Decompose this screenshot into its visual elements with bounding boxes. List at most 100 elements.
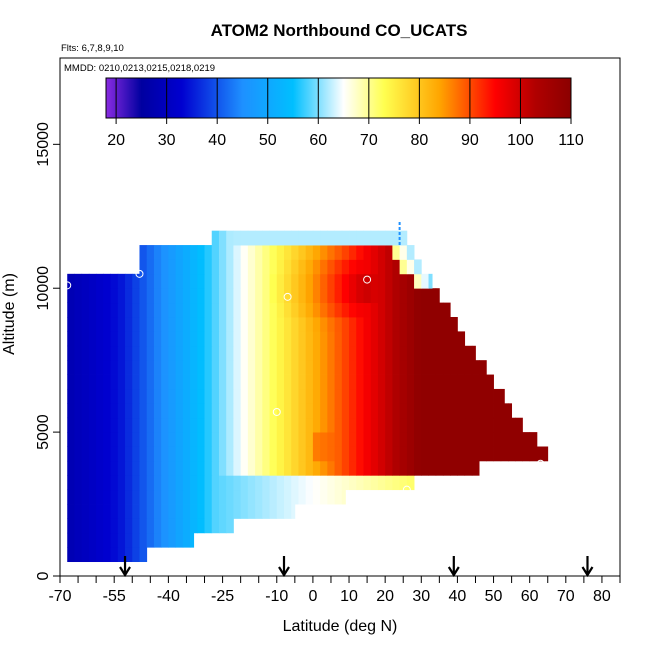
- heatmap-cell: [125, 403, 133, 419]
- heatmap-cell: [218, 245, 227, 260]
- heatmap-cell: [211, 302, 220, 318]
- heatmap-cell: [153, 288, 162, 304]
- heatmap-cell: [284, 374, 292, 390]
- heatmap-cell: [132, 331, 140, 347]
- heatmap-cell: [211, 345, 220, 361]
- colorbar-tick-label: 60: [309, 132, 327, 149]
- heatmap-cell: [117, 360, 126, 375]
- heatmap-cell: [312, 374, 321, 390]
- heatmap-cell: [406, 360, 415, 375]
- heatmap-cell: [363, 345, 372, 361]
- heatmap-cell: [377, 345, 386, 361]
- heatmap-cell: [182, 273, 191, 289]
- heatmap-cell: [233, 230, 242, 246]
- heatmap-cell: [67, 489, 75, 505]
- x-tick-label: 20: [376, 588, 394, 605]
- heatmap-cell: [457, 432, 466, 447]
- heatmap-cell: [233, 259, 242, 275]
- heatmap-cell: [508, 446, 516, 462]
- heatmap-cell: [327, 345, 335, 361]
- heatmap-cell: [370, 360, 379, 375]
- heatmap-cell: [320, 388, 328, 404]
- heatmap-cell: [125, 302, 133, 318]
- heatmap-cell: [334, 388, 343, 404]
- heatmap-cell: [385, 317, 393, 332]
- heatmap-cell: [421, 417, 429, 433]
- heatmap-cell: [291, 504, 296, 519]
- heatmap-cell: [218, 388, 227, 404]
- heatmap-cell: [428, 460, 437, 476]
- heatmap-cell: [399, 374, 408, 390]
- heatmap-cell: [406, 475, 415, 491]
- heatmap-cell: [370, 302, 379, 318]
- heatmap-cell: [262, 475, 270, 491]
- heatmap-cell: [269, 388, 278, 404]
- heatmap-cell: [197, 475, 205, 491]
- heatmap-cell: [276, 259, 285, 275]
- heatmap-cell: [132, 345, 140, 361]
- heatmap-cell: [233, 417, 242, 433]
- heatmap-cell: [385, 360, 393, 375]
- heatmap-cell: [341, 475, 350, 491]
- heatmap-cell: [515, 432, 523, 447]
- heatmap-cell: [255, 432, 263, 447]
- heatmap-cell: [276, 388, 285, 404]
- heatmap-cell: [74, 374, 83, 390]
- heatmap-cell: [312, 403, 321, 419]
- heatmap-cell: [276, 230, 285, 246]
- heatmap-cell: [305, 475, 314, 491]
- heatmap-cell: [341, 360, 350, 375]
- heatmap-cell: [211, 288, 220, 304]
- heatmap-cell: [414, 374, 422, 390]
- heatmap-cell: [284, 230, 292, 246]
- heatmap-cell: [190, 532, 195, 548]
- heatmap-cell: [88, 345, 97, 361]
- heatmap-cell: [312, 489, 321, 505]
- heatmap-cell: [218, 345, 227, 361]
- heatmap-cell: [262, 360, 270, 375]
- heatmap-cell: [262, 245, 270, 260]
- heatmap-cell: [247, 475, 256, 491]
- heatmap-cell: [385, 374, 393, 390]
- heatmap-cell: [500, 432, 509, 447]
- heatmap-cell: [479, 388, 487, 404]
- heatmap-cell: [255, 403, 263, 419]
- heatmap-cell: [146, 475, 155, 491]
- heatmap-cell: [349, 245, 357, 260]
- heatmap-cell: [392, 288, 401, 304]
- heatmap-cell: [392, 259, 401, 275]
- heatmap-cell: [327, 230, 335, 246]
- heatmap-cell: [88, 302, 97, 318]
- heatmap-cell: [81, 432, 90, 447]
- heatmap-cell: [399, 432, 408, 447]
- colorbar-tick-label: 70: [360, 132, 378, 149]
- heatmap-cell: [269, 417, 278, 433]
- heatmap-cell: [153, 331, 162, 347]
- heatmap-cell: [356, 432, 364, 447]
- heatmap-cell: [298, 374, 307, 390]
- heatmap-cell: [341, 317, 350, 332]
- heatmap-cell: [450, 388, 458, 404]
- heatmap-cell: [269, 460, 278, 476]
- heatmap-cell: [327, 273, 335, 289]
- heatmap-cell: [385, 345, 393, 361]
- heatmap-cell: [334, 331, 343, 347]
- heatmap-cell: [435, 360, 444, 375]
- heatmap-cell: [515, 417, 523, 433]
- heatmap-cell: [190, 460, 198, 476]
- heatmap-cell: [182, 345, 191, 361]
- heatmap-cell: [233, 475, 242, 491]
- heatmap-cell: [190, 331, 198, 347]
- heatmap-cell: [442, 331, 451, 347]
- heatmap-cell: [450, 345, 458, 361]
- heatmap-cell: [110, 532, 119, 548]
- heatmap-cell: [139, 317, 148, 332]
- heatmap-cell: [96, 288, 104, 304]
- heatmap-cell: [284, 273, 292, 289]
- heatmap-cell: [117, 345, 126, 361]
- heatmap-cell: [515, 446, 523, 462]
- heatmap-cell: [500, 446, 509, 462]
- heatmap-cell: [110, 547, 119, 563]
- heatmap-cell: [190, 504, 198, 519]
- heatmap-cell: [255, 317, 263, 332]
